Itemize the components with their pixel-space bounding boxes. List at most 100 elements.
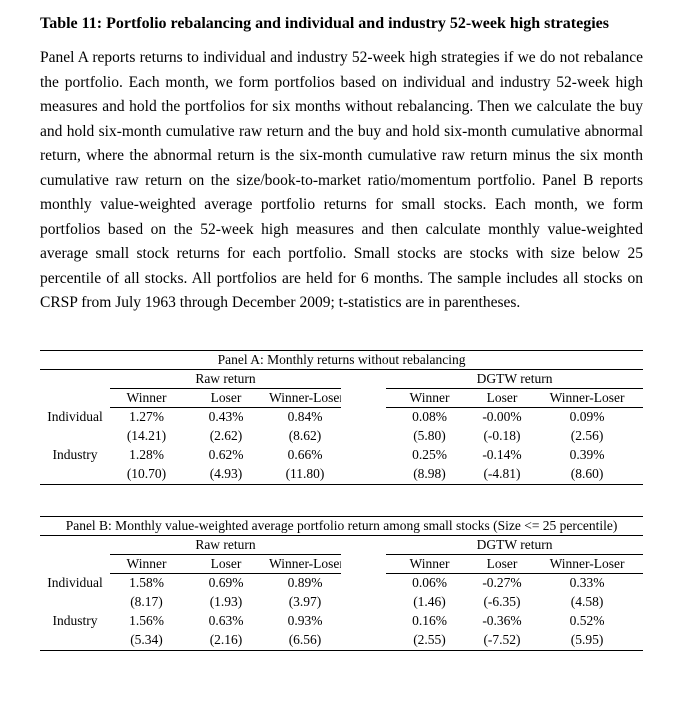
spacer-cell xyxy=(341,369,386,388)
spacer-cell xyxy=(40,535,110,554)
cell-dgtw-winner-tstat: (2.55) xyxy=(386,630,473,651)
cell-raw-loser-tstat: (2.16) xyxy=(183,630,269,651)
cell-raw-winner: 1.56% xyxy=(129,613,164,628)
table-row: Winner Loser Winner-Loser Winner Loser W… xyxy=(40,554,644,574)
spacer-cell xyxy=(341,612,386,631)
cell-raw-loser-tstat: (2.62) xyxy=(209,428,243,443)
cell-raw-loser-tstat: (1.93) xyxy=(209,594,243,609)
cell-dgtw-winner: 0.08% xyxy=(412,409,447,424)
spacer-cell xyxy=(341,630,386,651)
spacer-cell xyxy=(40,554,110,573)
row-label: Individual xyxy=(47,574,103,590)
cell-dgtw-winner-loser-tstat: (8.60) xyxy=(531,464,644,485)
cell-raw-winner-tstat: (14.21) xyxy=(126,428,167,443)
cell-dgtw-loser: -0.14% xyxy=(482,447,522,462)
spacer-cell xyxy=(341,593,386,612)
table-row: Raw return DGTW return xyxy=(40,535,644,555)
cell-raw-winner-loser-tstat: (8.62) xyxy=(288,428,322,443)
row-label xyxy=(40,427,110,446)
col-header-winner-loser: Winner-Loser xyxy=(531,554,644,574)
row-label xyxy=(40,630,110,651)
cell-dgtw-winner-loser: 0.39% xyxy=(569,447,605,462)
cell-raw-winner-loser: 0.93% xyxy=(287,613,323,628)
cell-dgtw-winner-loser-tstat: (5.95) xyxy=(531,630,644,651)
cell-raw-winner: 1.58% xyxy=(129,575,164,590)
col-header-winner: Winner xyxy=(386,388,473,408)
cell-dgtw-winner: 0.25% xyxy=(412,447,447,462)
cell-raw-winner-tstat: (5.34) xyxy=(110,630,183,651)
cell-raw-winner-tstat: (8.17) xyxy=(130,594,163,609)
row-label: Industry xyxy=(52,613,98,628)
panel-a-table: Panel A: Monthly returns without rebalan… xyxy=(40,349,644,485)
spacer-cell xyxy=(40,369,110,388)
cell-dgtw-winner-loser-tstat: (2.56) xyxy=(570,428,604,443)
cell-raw-loser: 0.63% xyxy=(208,613,244,628)
cell-raw-loser: 0.62% xyxy=(208,447,244,462)
col-header-loser: Loser xyxy=(183,554,269,574)
table-row: Individual 1.58% 0.69% 0.89% 0.06% -0.27… xyxy=(40,573,643,593)
cell-raw-winner-loser: 0.89% xyxy=(287,575,323,590)
col-header-winner-loser: Winner-Loser xyxy=(269,554,341,574)
panel-b-table: Panel B: Monthly value-weighted average … xyxy=(40,515,644,651)
cell-dgtw-winner-tstat: (8.98) xyxy=(386,464,473,485)
group-header-dgtw-return: DGTW return xyxy=(386,535,644,555)
spacer-cell xyxy=(40,388,110,407)
spacer-cell xyxy=(341,446,386,465)
cell-dgtw-loser: -0.27% xyxy=(482,575,522,590)
cell-dgtw-loser: -0.36% xyxy=(482,613,522,628)
table-row: Winner Loser Winner-Loser Winner Loser W… xyxy=(40,388,644,408)
cell-raw-winner-loser-tstat: (11.80) xyxy=(269,464,341,485)
group-header-dgtw-return: DGTW return xyxy=(386,369,644,389)
cell-dgtw-loser-tstat: (-7.52) xyxy=(473,630,531,651)
spacer-cell xyxy=(341,535,386,554)
panel-b-title: Panel B: Monthly value-weighted average … xyxy=(40,515,644,536)
cell-dgtw-winner-loser: 0.52% xyxy=(569,613,605,628)
cell-dgtw-winner-tstat: (1.46) xyxy=(413,594,446,609)
col-header-loser: Loser xyxy=(473,388,531,408)
table-description: Panel A reports returns to individual an… xyxy=(40,49,643,311)
cell-dgtw-loser-tstat: (-4.81) xyxy=(473,464,531,485)
cell-dgtw-winner: 0.06% xyxy=(412,575,447,590)
table-row: (5.34) (2.16) (6.56) (2.55) (-7.52) (5.9… xyxy=(40,630,644,651)
table-row: Individual 1.27% 0.43% 0.84% 0.08% -0.00… xyxy=(40,407,643,427)
spacer-cell xyxy=(341,464,386,485)
cell-dgtw-winner-loser: 0.09% xyxy=(569,409,605,424)
table-caption: Table 11: Portfolio rebalancing and indi… xyxy=(40,15,609,32)
spacer-cell xyxy=(341,388,386,407)
row-label: Individual xyxy=(47,408,103,424)
cell-raw-winner-loser: 0.84% xyxy=(287,409,323,424)
row-label xyxy=(40,593,110,612)
col-header-loser: Loser xyxy=(473,554,531,574)
table-row: (14.21) (2.62) (8.62) (5.80) (-0.18) (2.… xyxy=(40,427,643,446)
table-row: Industry 1.28% 0.62% 0.66% 0.25% -0.14% … xyxy=(40,446,643,465)
spacer-cell xyxy=(341,427,386,446)
cell-dgtw-loser-tstat: (-6.35) xyxy=(483,594,521,609)
cell-dgtw-loser: -0.00% xyxy=(482,409,522,424)
row-label: Industry xyxy=(52,447,98,462)
group-header-raw-return: Raw return xyxy=(110,535,341,555)
table-row: (8.17) (1.93) (3.97) (1.46) (-6.35) (4.5… xyxy=(40,593,643,612)
cell-raw-winner-loser-tstat: (3.97) xyxy=(288,594,322,609)
row-label xyxy=(40,464,110,485)
group-header-raw-return: Raw return xyxy=(110,369,341,389)
cell-raw-loser-tstat: (4.93) xyxy=(183,464,269,485)
table-row: Raw return DGTW return xyxy=(40,369,644,389)
cell-raw-winner: 1.27% xyxy=(129,409,164,424)
table-row: Panel B: Monthly value-weighted average … xyxy=(40,515,644,536)
panel-a-title: Panel A: Monthly returns without rebalan… xyxy=(40,349,644,370)
spacer-cell xyxy=(341,407,386,427)
cell-raw-loser: 0.43% xyxy=(208,409,244,424)
cell-raw-loser: 0.69% xyxy=(208,575,244,590)
cell-raw-winner-tstat: (10.70) xyxy=(110,464,183,485)
col-header-winner-loser: Winner-Loser xyxy=(269,388,341,408)
paper-page: Table 11: Portfolio rebalancing and indi… xyxy=(40,15,644,651)
table-row: Panel A: Monthly returns without rebalan… xyxy=(40,349,644,370)
cell-dgtw-winner: 0.16% xyxy=(412,613,447,628)
cell-raw-winner-loser-tstat: (6.56) xyxy=(269,630,341,651)
cell-dgtw-loser-tstat: (-0.18) xyxy=(483,428,521,443)
col-header-winner: Winner xyxy=(386,554,473,574)
cell-dgtw-winner-tstat: (5.80) xyxy=(413,428,446,443)
cell-dgtw-winner-loser-tstat: (4.58) xyxy=(570,594,604,609)
col-header-winner: Winner xyxy=(110,388,183,408)
spacer-cell xyxy=(341,554,386,573)
